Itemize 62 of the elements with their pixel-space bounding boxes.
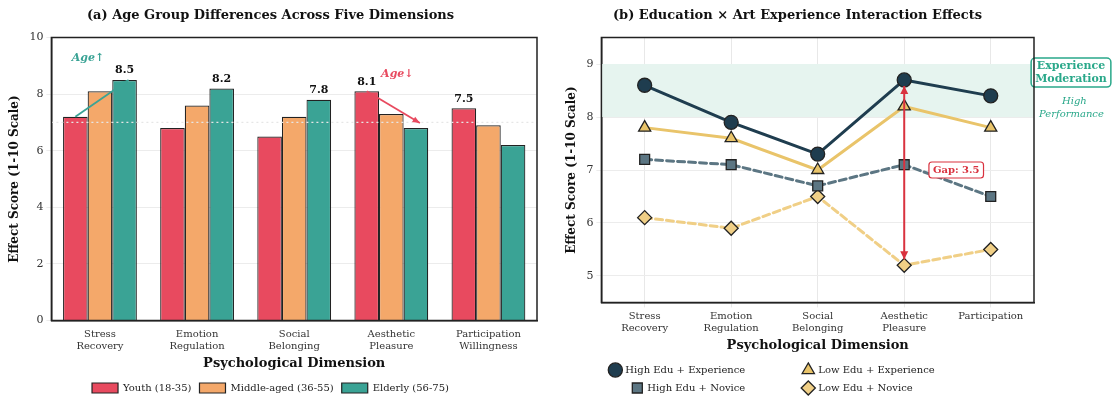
y-tick-label: 4 [36,200,44,214]
point [725,159,737,171]
legend-label: Youth (18-35) [122,381,192,393]
chart-title: (b) Education × Art Experience Interaction Effects [612,7,983,23]
x-tick-label: Aesthetic Pleasure [879,309,929,333]
x-axis-title: Psychological Dimension [726,336,910,352]
y-tick-label: 8 [586,109,594,123]
legend-label: High Edu + Novice [647,381,796,393]
point [983,88,999,104]
x-tick-label: Emotion Regulation [703,309,760,333]
x-tick-label: Emotion Regulation [169,327,226,351]
legend-label: High Edu + Experience [625,363,796,375]
data-label: 8.1 [357,74,377,88]
y-tick-label: 10 [29,30,44,44]
point [983,241,999,258]
legend-label: Middle-aged (36-55) [230,381,334,393]
point [639,153,651,166]
annotation: Gap: 3.5 [932,163,980,175]
point [810,146,826,162]
x-tick-label: Social Belonging [268,327,321,351]
x-tick-label: Stress Recovery [621,309,669,333]
x-tick-label: Participation [958,309,1024,321]
x-tick-label: Aesthetic Pleasure [366,327,416,351]
y-tick-label: 9 [586,56,594,70]
y-axis-title: Effect Score (1-10 Scale) [564,86,579,254]
x-tick-label: Stress Recovery [76,327,124,351]
y-tick-label: 2 [36,256,44,270]
data-label: 7.5 [454,91,474,105]
point [724,130,738,143]
point [985,190,997,203]
point [810,188,826,205]
y-tick-label: 6 [586,215,594,229]
legend-label: Low Edu + Experience [818,363,985,375]
y-tick-label: 6 [36,143,44,157]
point [812,180,824,192]
y-tick-label: 8 [36,87,44,101]
x-axis-title: Psychological Dimension [203,354,386,370]
y-tick-label: 7 [586,162,594,176]
band-label: High Performance [1038,95,1104,120]
point [984,119,998,132]
text: Experience Moderation [1035,58,1107,85]
y-tick-label: 5 [586,268,594,282]
data-label: 8.2 [212,71,232,85]
chart-title: (a) Age Group Differences Across Five Dimensions [86,7,455,23]
annotation: Age↑ [70,51,105,65]
x-tick-label: Participation Willingness [455,327,522,351]
y-axis-title: Effect Score (1-10 Scale) [7,95,22,263]
data-label: 7.8 [309,83,329,97]
point [637,210,653,226]
legend-label: Elderly (56-75) [372,381,450,393]
point [810,162,825,175]
x-tick-label: Social Belonging [792,309,844,333]
legend-label: Low Edu + Novice [818,381,963,393]
point [637,77,653,93]
annotation: Age↓ [380,66,414,80]
point [896,257,912,273]
point [723,114,739,130]
point [896,72,912,88]
point [637,119,652,132]
point [723,220,739,236]
data-label: 8.5 [114,63,135,77]
y-tick-label: 0 [36,313,44,327]
